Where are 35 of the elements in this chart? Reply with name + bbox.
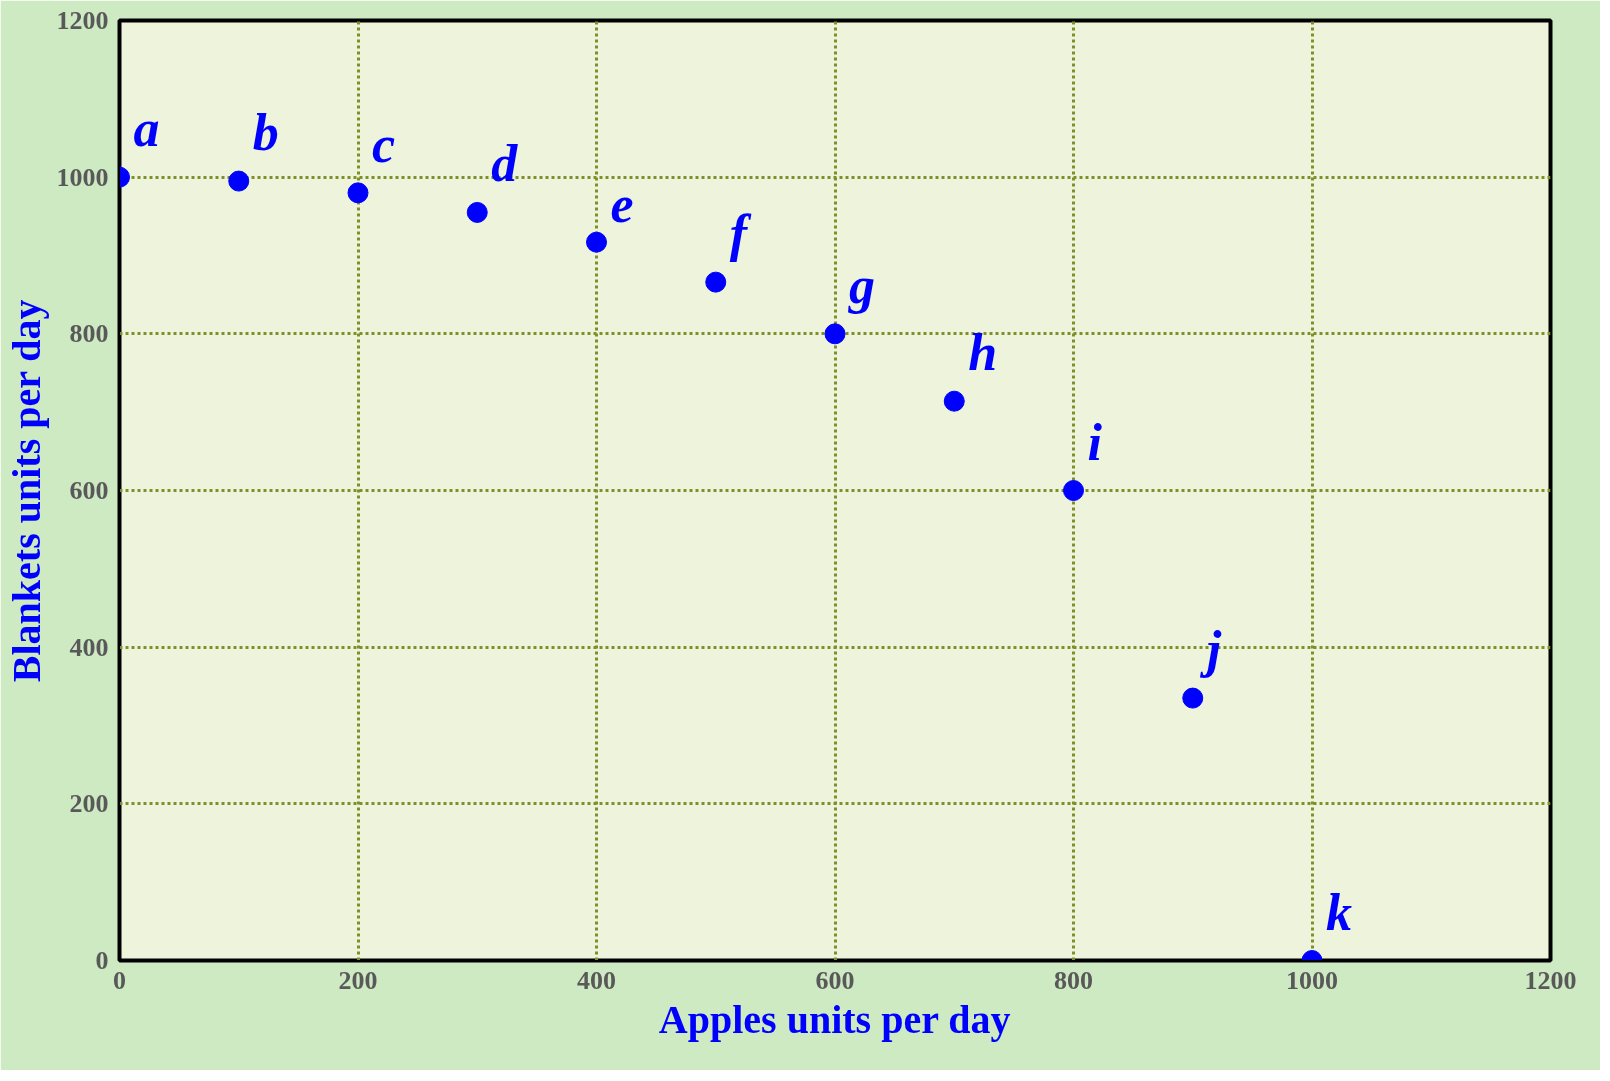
annotation: j bbox=[1199, 621, 1222, 679]
point bbox=[1063, 480, 1084, 501]
y-tick-label: 1200 bbox=[56, 6, 109, 35]
point bbox=[943, 390, 965, 412]
point bbox=[466, 201, 488, 223]
annotation: i bbox=[1087, 413, 1103, 471]
point bbox=[824, 323, 846, 345]
point bbox=[1182, 687, 1204, 709]
x-tick-label: 800 bbox=[1054, 965, 1093, 995]
y-tick-label: 1000 bbox=[56, 162, 109, 192]
annotation: g bbox=[848, 256, 875, 314]
point bbox=[347, 182, 369, 204]
annotation: c bbox=[372, 115, 396, 173]
x-tick-label: 600 bbox=[815, 965, 855, 995]
annotation: e bbox=[610, 176, 634, 234]
annotation: f bbox=[729, 205, 752, 263]
x-tick-label: 1000 bbox=[1286, 965, 1338, 995]
annotation: a bbox=[133, 100, 160, 158]
y-tick-label: 400 bbox=[69, 632, 109, 662]
x-tick-label: 200 bbox=[338, 965, 378, 995]
annotation: d bbox=[491, 135, 519, 193]
annotation: b bbox=[252, 104, 279, 162]
annotation: k bbox=[1326, 883, 1352, 941]
y-tick-label: 600 bbox=[69, 476, 109, 505]
y-tick-label: 0 bbox=[95, 946, 109, 975]
x-tick-label: 1200 bbox=[1524, 965, 1577, 995]
x-tick-label: 400 bbox=[577, 965, 616, 995]
x-axis-title: Apples units per day bbox=[658, 996, 1011, 1042]
point bbox=[228, 170, 250, 192]
y-tick-label: 200 bbox=[69, 789, 109, 819]
y-tick-label: 800 bbox=[69, 319, 109, 349]
y-axis-title: Blankets units per day bbox=[3, 299, 49, 683]
point bbox=[586, 231, 607, 253]
annotation: h bbox=[968, 324, 998, 382]
point bbox=[705, 271, 727, 293]
